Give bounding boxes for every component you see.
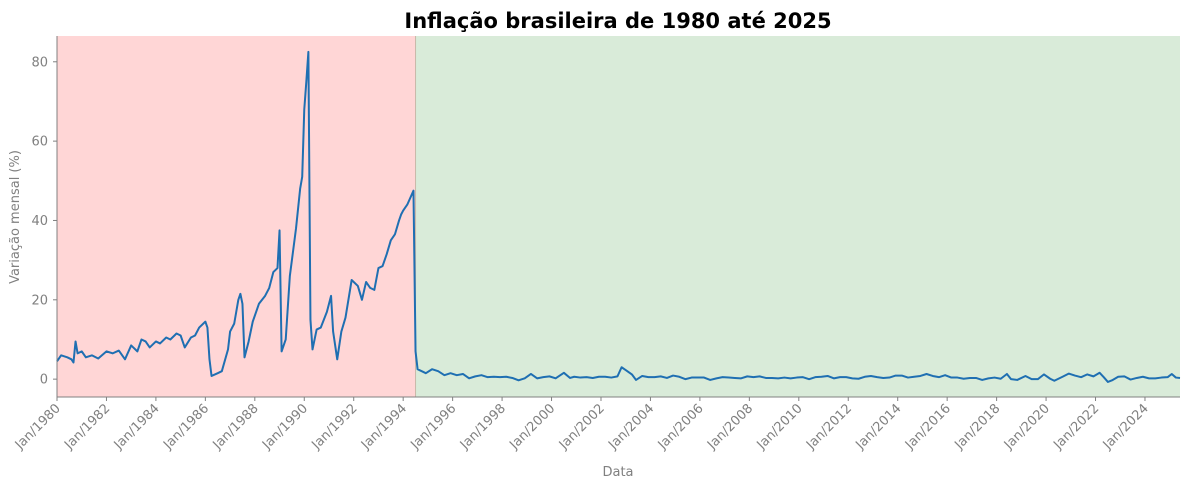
series-line-0 <box>56 50 1181 383</box>
y-tick-label: 40 <box>31 214 48 229</box>
x-tick-label: Jan/1984 <box>111 401 163 453</box>
x-tick-label: Jan/1988 <box>210 401 262 453</box>
y-tick-label: 20 <box>31 293 48 308</box>
x-tick-label: Jan/1982 <box>61 401 113 453</box>
x-tick-label: Jan/2014 <box>853 401 905 453</box>
x-axis-label: Data <box>602 465 633 480</box>
x-tick-label: Jan/1994 <box>358 401 410 453</box>
x-tick-label: Jan/1996 <box>407 401 459 453</box>
x-tick-label: Jan/2024 <box>1100 401 1152 453</box>
x-tick-label: Jan/2000 <box>506 401 558 453</box>
y-axis-label: Variação mensal (%) <box>8 150 23 284</box>
background-region-1 <box>415 36 1180 397</box>
x-tick-label: Jan/2016 <box>902 401 954 453</box>
background-regions <box>57 36 1180 397</box>
x-tick-label: Jan/2004 <box>605 401 657 453</box>
x-tick-label: Jan/2020 <box>1001 401 1053 453</box>
chart-title: Inflação brasileira de 1980 até 2025 <box>404 9 831 33</box>
y-tick-label: 80 <box>31 55 48 70</box>
x-tick-label: Jan/1998 <box>457 401 509 453</box>
background-region-0 <box>57 36 416 397</box>
x-tick-label: Jan/2018 <box>951 401 1003 453</box>
x-tick-label: Jan/1992 <box>309 401 361 453</box>
x-tick-label: Jan/1980 <box>12 401 64 453</box>
x-tick-label: Jan/2008 <box>704 401 756 453</box>
x-tick-label: Jan/2006 <box>655 401 707 453</box>
series-layer <box>56 50 1181 383</box>
x-tick-label: Jan/2012 <box>803 401 855 453</box>
x-tick-label: Jan/2002 <box>556 401 608 453</box>
x-tick-label: Jan/1986 <box>160 401 212 453</box>
y-tick-label: 0 <box>40 373 48 388</box>
x-tick-label: Jan/2010 <box>754 401 806 453</box>
x-tick-label: Jan/1990 <box>259 401 311 453</box>
y-tick-label: 60 <box>31 135 48 150</box>
x-tick-label: Jan/2022 <box>1050 401 1102 453</box>
